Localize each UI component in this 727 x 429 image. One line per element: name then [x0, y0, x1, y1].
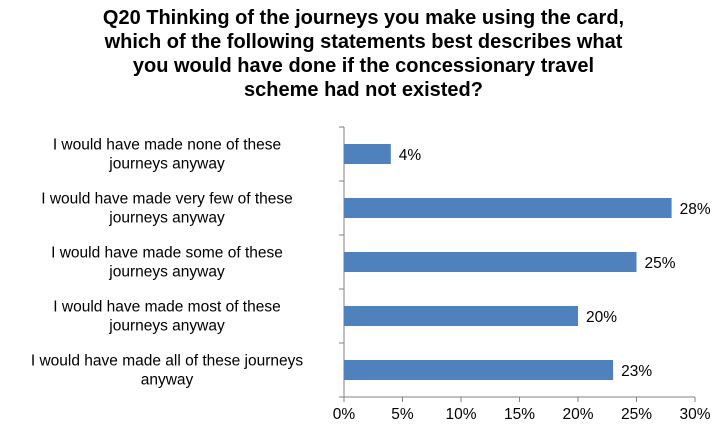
data-label: 28% [680, 201, 711, 218]
x-tick-label: 10% [445, 406, 476, 423]
bar [344, 252, 637, 272]
category-label: I would have made most of these journeys … [53, 299, 280, 335]
data-label: 20% [586, 309, 617, 326]
x-tick-label: 25% [621, 406, 652, 423]
x-tick-label: 0% [333, 406, 356, 423]
category-label: I would have made all of these journeys a… [31, 353, 304, 389]
x-tick-label: 30% [679, 406, 710, 423]
x-tick-label: 20% [562, 406, 593, 423]
category-label: I would have made very few of these journ… [41, 191, 293, 227]
chart-title-line-1: Q20 Thinking of the journeys you make us… [102, 7, 625, 29]
data-label: 4% [399, 147, 422, 164]
chart-title-line-3: you would have done if the concessionary… [132, 55, 595, 77]
chart-title-line-4: scheme had not existed? [244, 79, 483, 101]
bar [344, 360, 614, 380]
bar [344, 306, 578, 326]
chart-title: Q20 Thinking of the journeys you make us… [0, 6, 727, 102]
x-tick-label: 5% [391, 406, 414, 423]
x-tick-label: 15% [504, 406, 535, 423]
bar [344, 144, 391, 164]
bar [344, 198, 672, 218]
data-label: 25% [645, 255, 676, 272]
data-label: 23% [621, 363, 652, 380]
chart-title-line-2: which of the following statements best d… [104, 31, 623, 53]
category-label: I would have made some of these journeys … [51, 245, 283, 281]
category-label: I would have made none of these journeys … [53, 137, 281, 173]
